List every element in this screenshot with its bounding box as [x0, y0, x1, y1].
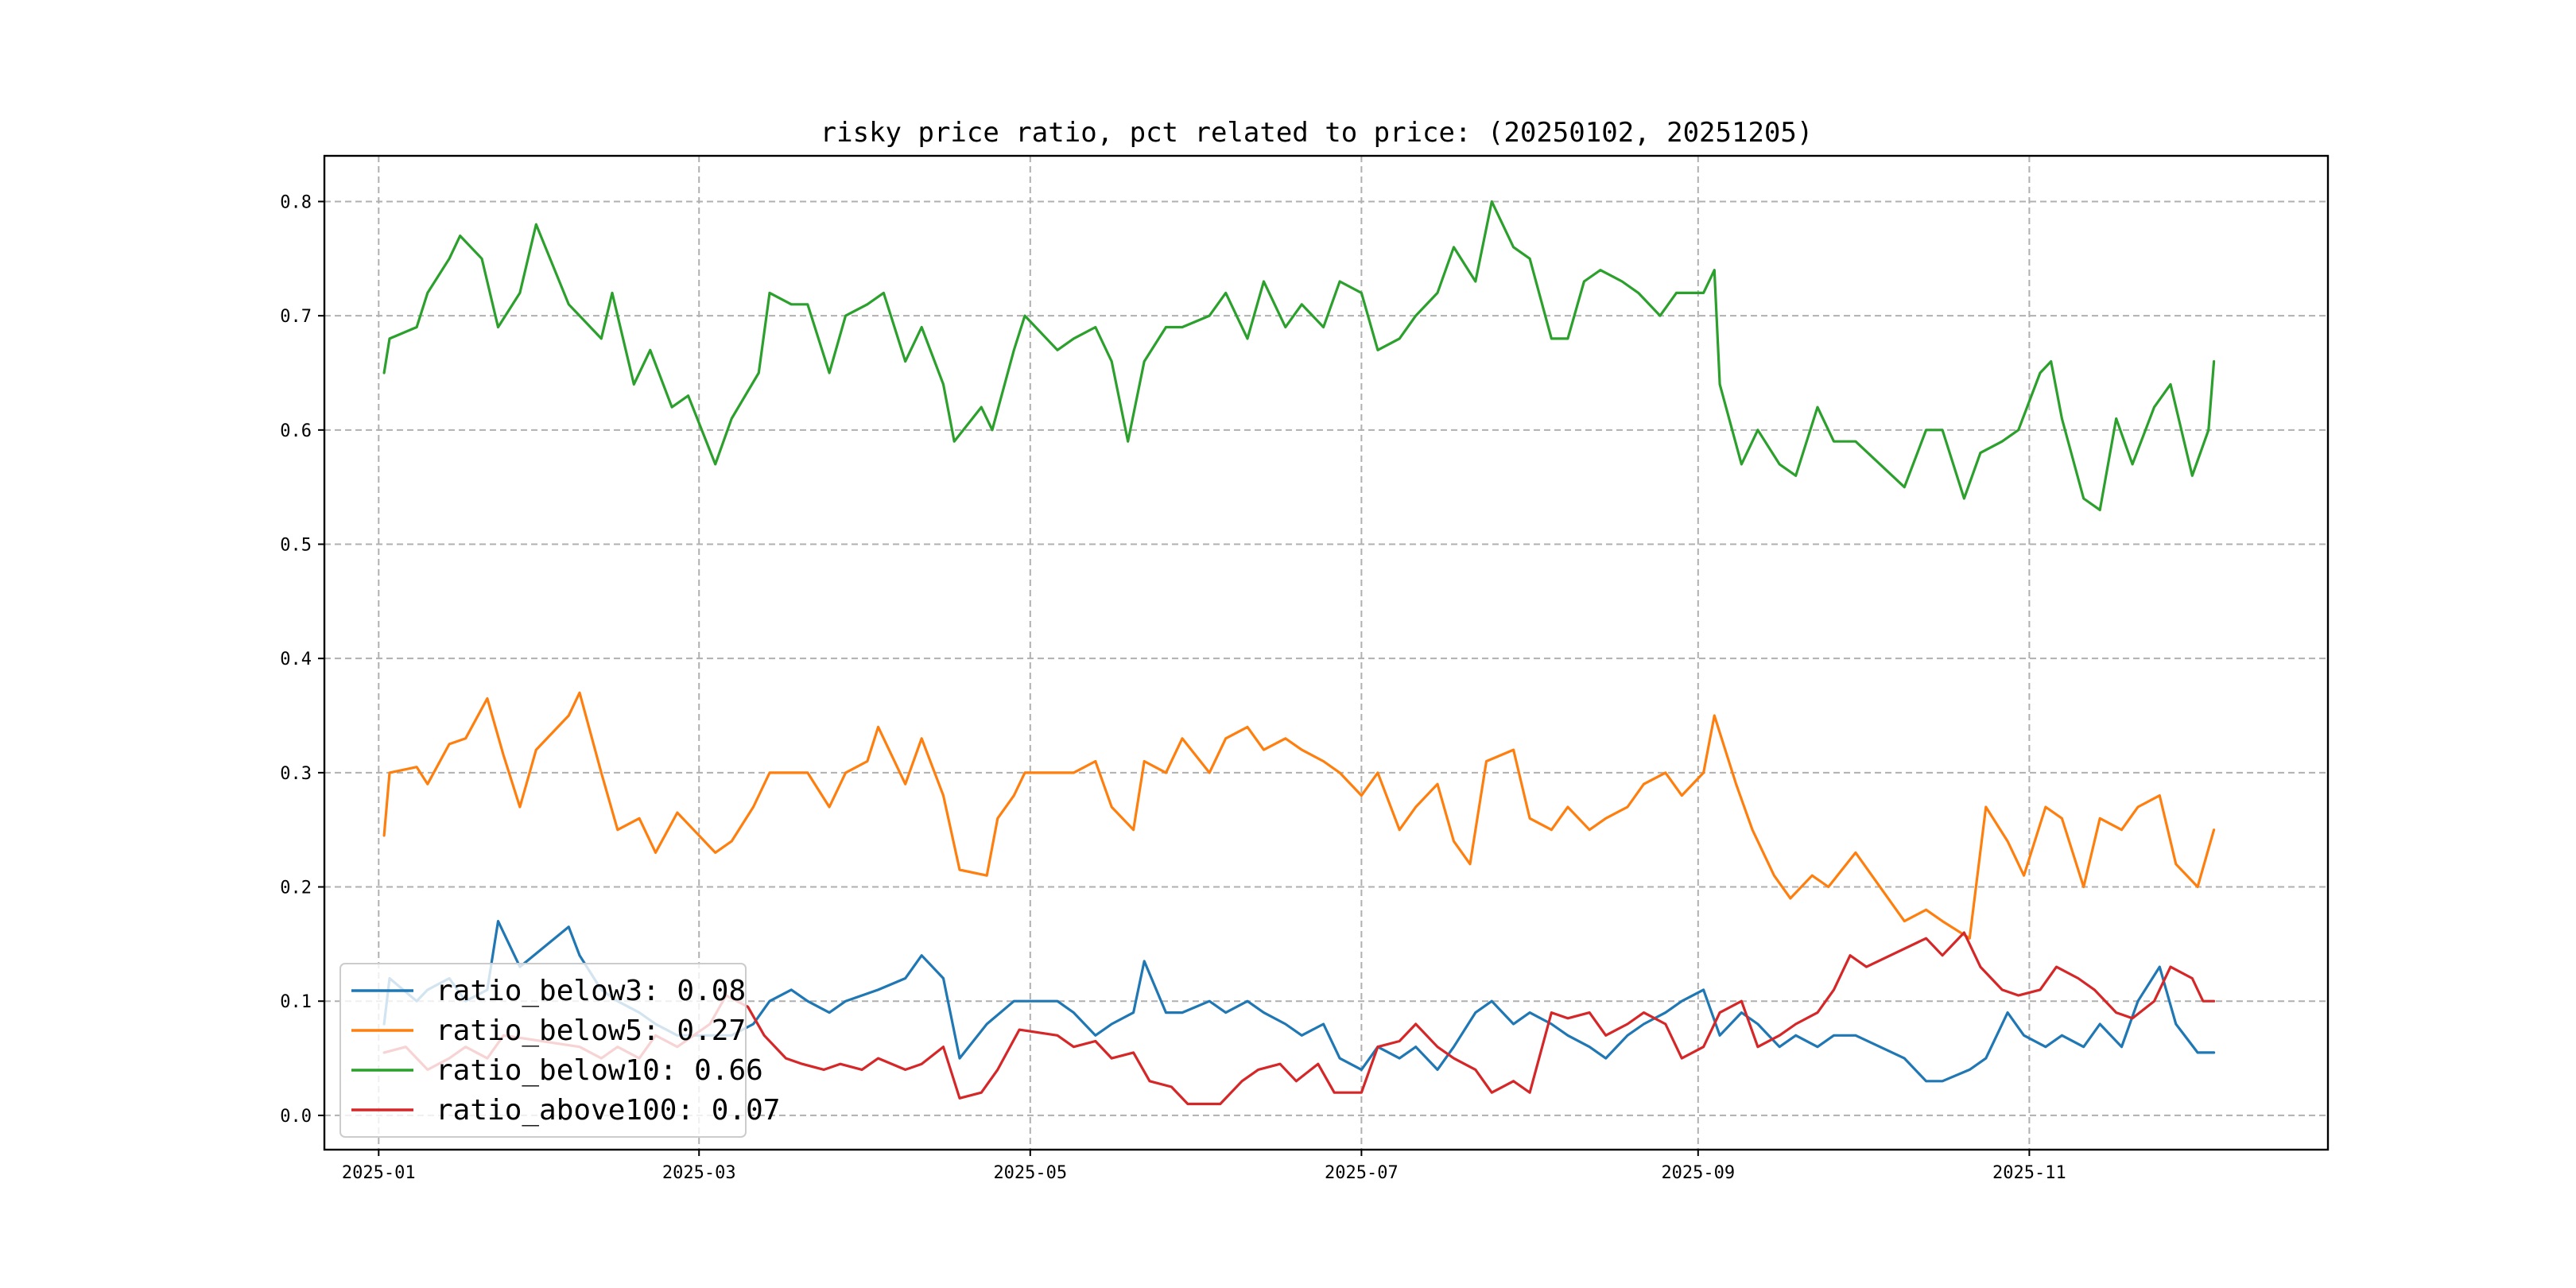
y-tick-label: 0.8: [280, 192, 312, 212]
y-tick-label: 0.6: [280, 421, 312, 441]
legend-label: ratio_below3: 0.08: [436, 975, 746, 1007]
legend-label: ratio_below5: 0.27: [436, 1014, 746, 1047]
series-line-ratio-below5: [382, 691, 2216, 940]
y-tick-label: 0.2: [280, 879, 312, 898]
x-tick-label: 2025-11: [1992, 1163, 2066, 1183]
x-tick-label: 2025-09: [1661, 1163, 1735, 1183]
series-line-ratio-below10: [382, 200, 2216, 512]
x-tick-label: 2025-07: [1325, 1163, 1399, 1183]
chart-title: risky price ratio, pct related to price:…: [821, 117, 1814, 149]
legend-box: [339, 963, 747, 1138]
axes: 2025-01 2025-03 2025-05 2025-07 2025-09 2025-…: [280, 154, 2330, 1183]
x-tick-label: 2025-03: [662, 1163, 736, 1183]
y-tick-label: 0.3: [280, 764, 312, 784]
legend-label: ratio_below10: 0.66: [436, 1054, 763, 1087]
plot-frame: [323, 154, 2330, 1151]
x-tick-label: 2025-05: [993, 1163, 1067, 1183]
y-tick-label: 0.0: [280, 1107, 312, 1127]
x-tick-label: 2025-01: [342, 1163, 416, 1183]
y-tick-label: 0.5: [280, 536, 312, 556]
legend: ratio_below3: 0.08 ratio_below5: 0.27 rati…: [339, 963, 780, 1138]
y-tick-label: 0.7: [280, 307, 312, 327]
y-tick-label: 0.4: [280, 650, 312, 669]
legend-label: ratio_above100: 0.07: [436, 1094, 780, 1127]
y-tick-label: 0.1: [280, 992, 312, 1012]
